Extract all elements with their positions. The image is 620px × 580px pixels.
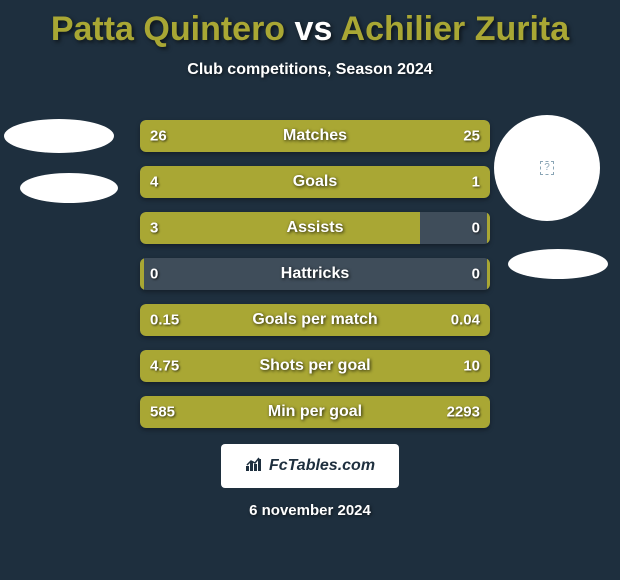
metric-row: 3 0 Assists — [140, 212, 490, 244]
chart-icon — [245, 456, 265, 477]
metric-value-left: 0 — [150, 266, 158, 283]
metric-label: Assists — [287, 219, 344, 237]
player2-avatar-group: ? — [490, 115, 620, 279]
metric-bar-left — [140, 166, 420, 198]
image-placeholder-icon: ? — [540, 161, 554, 175]
metric-value-left: 585 — [150, 404, 175, 421]
metric-row: 0 0 Hattricks — [140, 258, 490, 290]
subtitle: Club competitions, Season 2024 — [0, 61, 620, 79]
metric-row: 26 25 Matches — [140, 120, 490, 152]
metric-label: Min per goal — [268, 403, 362, 421]
metric-value-right: 2293 — [447, 404, 480, 421]
metric-value-left: 3 — [150, 220, 158, 237]
metric-label: Shots per goal — [259, 357, 370, 375]
metric-bar-left — [140, 258, 144, 290]
player1-avatar-shape-2 — [20, 173, 118, 203]
metric-value-left: 0.15 — [150, 312, 179, 329]
player1-avatar-shape-1 — [4, 119, 114, 153]
metric-value-left: 26 — [150, 128, 167, 145]
player2-avatar-circle: ? — [494, 115, 600, 221]
metric-bar-right — [487, 212, 491, 244]
metric-value-right: 1 — [472, 174, 480, 191]
metric-bar-right — [487, 258, 491, 290]
player2-avatar-shape-2 — [508, 249, 608, 279]
metric-value-right: 25 — [463, 128, 480, 145]
metric-value-right: 0.04 — [451, 312, 480, 329]
vs-label: vs — [295, 10, 333, 48]
comparison-bars: 26 25 Matches 4 1 Goals 3 0 Assists 0 0 Hattricks 0.… — [140, 120, 490, 442]
player1-name: Patta Quintero — [51, 10, 285, 48]
metric-bar-left — [140, 212, 420, 244]
metric-row: 0.15 0.04 Goals per match — [140, 304, 490, 336]
branding-badge: FcTables.com — [221, 444, 399, 488]
metric-value-left: 4 — [150, 174, 158, 191]
metric-label: Matches — [283, 127, 347, 145]
metric-label: Hattricks — [281, 265, 349, 283]
metric-value-right: 0 — [472, 266, 480, 283]
metric-row: 585 2293 Min per goal — [140, 396, 490, 428]
metric-row: 4 1 Goals — [140, 166, 490, 198]
page-title: Patta Quintero vs Achilier Zurita — [0, 0, 620, 49]
metric-row: 4.75 10 Shots per goal — [140, 350, 490, 382]
player1-avatar-group — [0, 115, 130, 203]
metric-label: Goals per match — [252, 311, 377, 329]
metric-value-left: 4.75 — [150, 358, 179, 375]
branding-text: FcTables.com — [269, 457, 375, 475]
metric-value-right: 10 — [463, 358, 480, 375]
metric-value-right: 0 — [472, 220, 480, 237]
player2-name: Achilier Zurita — [341, 10, 570, 48]
metric-label: Goals — [293, 173, 337, 191]
date-label: 6 november 2024 — [249, 502, 371, 519]
